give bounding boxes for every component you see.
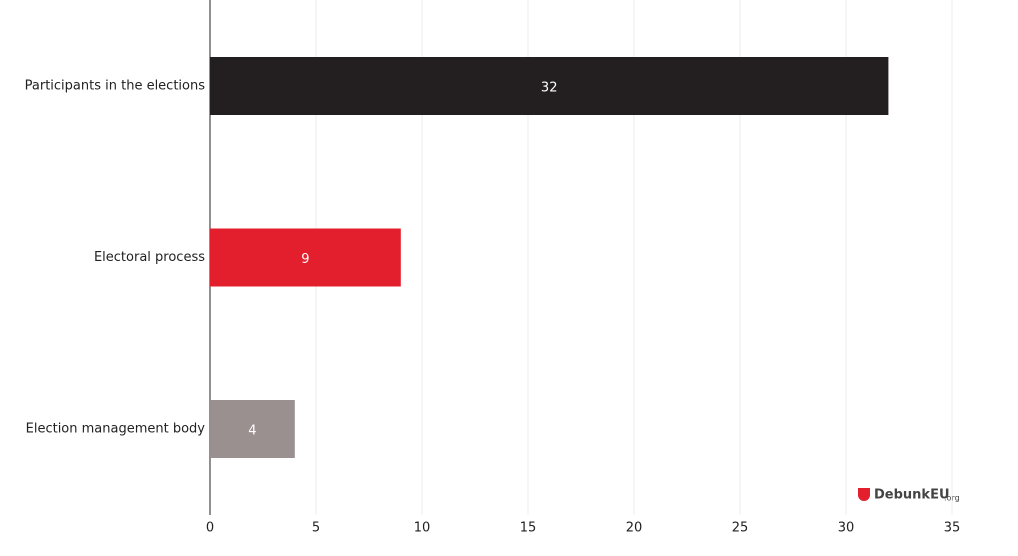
bar <box>210 228 401 287</box>
bar <box>210 57 889 115</box>
logo-name: DebunkEU <box>874 488 950 503</box>
x-tick-label: 10 <box>414 521 431 536</box>
x-tick-label: 25 <box>732 521 749 536</box>
x-tick-label: 0 <box>206 521 214 536</box>
value-label: 4 <box>248 424 256 439</box>
y-tick-label: Electoral process <box>94 250 205 265</box>
y-tick-label: Participants in the elections <box>25 79 206 94</box>
x-tick-label: 35 <box>944 521 961 536</box>
value-label: 9 <box>301 252 309 267</box>
value-label: 32 <box>541 81 558 96</box>
bar <box>210 400 295 458</box>
y-tick-label: Election management body <box>26 422 206 437</box>
x-tick-label: 20 <box>626 521 643 536</box>
logo-icon <box>858 488 870 501</box>
logo: DebunkEU .org <box>858 488 960 503</box>
x-tick-label: 30 <box>838 521 855 536</box>
x-tick-label: 15 <box>520 521 537 536</box>
x-tick-label: 5 <box>312 521 320 536</box>
